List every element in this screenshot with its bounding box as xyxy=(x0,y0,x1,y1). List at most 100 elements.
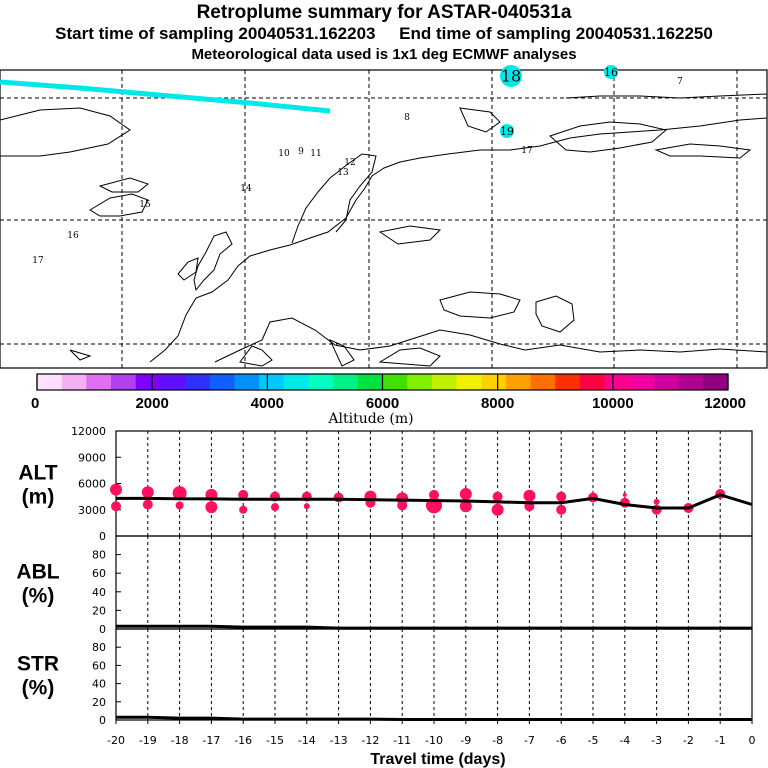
panel-2-ylabel-unit: (%) xyxy=(22,677,55,700)
colorbar-swatch-9 xyxy=(259,374,285,390)
x-tick-label-10: -10 xyxy=(425,734,443,747)
panel-1-ylabel: ABL xyxy=(16,561,59,584)
chart-title: Retroplume summary for ASTAR-040531a xyxy=(196,2,572,23)
colorbar-swatch-21 xyxy=(555,374,581,390)
x-tick-label-8: -12 xyxy=(361,734,379,747)
x-axis-label: Travel time (days) xyxy=(370,751,505,768)
panel-0-marker-0 xyxy=(110,483,122,496)
panel-0: 0 3000 6000 9000 12000 ALT(m) xyxy=(18,425,753,543)
panel-1-ytick-label-1: 20 xyxy=(92,604,106,617)
colorbar-swatch-18 xyxy=(481,374,507,390)
x-tick-label-4: -16 xyxy=(234,734,252,747)
colorbar-swatch-17 xyxy=(456,374,482,390)
panel-0-ylabel: ALT xyxy=(18,462,57,485)
colorbar-swatch-11 xyxy=(308,374,334,390)
colorbar-tick-label-2: 4000 xyxy=(251,395,284,412)
panel-0-marker-25 xyxy=(523,489,536,502)
map-day-label-4: 19 xyxy=(500,125,514,138)
panel-0-series-line xyxy=(116,493,753,510)
colorbar-label: Altitude (m) xyxy=(327,411,413,427)
x-tick-label-20: 0 xyxy=(749,734,756,747)
panel-0-marker-31 xyxy=(622,492,627,497)
colorbar-swatch-3 xyxy=(111,374,137,390)
map-day-label-1: 16 xyxy=(604,66,618,79)
colorbar-tick-label-0: 0 xyxy=(31,395,39,412)
map-frame xyxy=(0,69,768,369)
map-day-label-10: 13 xyxy=(337,168,349,178)
colorbar-swatch-19 xyxy=(505,374,532,390)
colorbar-swatch-4 xyxy=(135,374,161,390)
colorbar-swatch-14 xyxy=(382,374,408,390)
panel-0-marker-22 xyxy=(459,500,472,513)
panel-0-ytick-label-0: 0 xyxy=(99,530,106,543)
panel-0-marker-4 xyxy=(172,486,187,501)
x-tick-label-12: -8 xyxy=(492,734,503,747)
panel-0-marker-13 xyxy=(303,503,310,510)
panel-0-ytick-label-4: 12000 xyxy=(71,425,106,438)
colorbar-swatch-16 xyxy=(431,374,458,390)
panel-0-marker-23 xyxy=(492,491,503,502)
panel-0-marker-18 xyxy=(397,500,408,511)
panel-2: 0 20 40 60 80 STR(%) xyxy=(17,628,753,727)
x-tick-label-1: -19 xyxy=(139,734,157,747)
panel-2-ytick-label-1: 20 xyxy=(92,696,106,709)
colorbar-swatch-13 xyxy=(357,374,383,390)
panel-1-ytick-label-4: 80 xyxy=(92,549,106,562)
sampling-times: Start time of sampling 20040531.162203 E… xyxy=(0,24,768,44)
map-label-blob-1 xyxy=(604,65,618,79)
panel-1-ytick-label-0: 0 xyxy=(99,623,106,636)
colorbar-swatch-2 xyxy=(86,374,112,390)
map-day-label-5: 17 xyxy=(521,146,533,156)
map-day-label-14: 17 xyxy=(32,256,44,266)
panel-0-marker-11 xyxy=(271,503,279,512)
map-gridlines xyxy=(0,70,767,368)
panel-0-marker-2 xyxy=(141,486,154,499)
map-day-label-3: 8 xyxy=(404,113,410,123)
x-tick-label-15: -5 xyxy=(588,734,599,747)
panel-0-marker-7 xyxy=(205,501,218,514)
map-label-blob-0 xyxy=(500,65,522,87)
panel-0-ytick-label-2: 6000 xyxy=(78,478,106,491)
colorbar-tick-label-4: 8000 xyxy=(481,395,514,412)
panel-0-ytick-label-1: 3000 xyxy=(78,504,106,517)
colorbar-swatch-5 xyxy=(160,374,186,390)
colorbar-swatch-23 xyxy=(604,374,630,390)
colorbar-tick-label-6: 12000 xyxy=(704,395,746,412)
panel-0-marker-28 xyxy=(556,504,567,515)
panel-0-marker-14 xyxy=(333,492,344,503)
panel-2-series-line xyxy=(116,715,752,722)
colorbar-swatch-1 xyxy=(61,374,87,390)
coastlines xyxy=(0,93,767,367)
colorbar-swatch-20 xyxy=(530,374,556,390)
x-tick-label-18: -2 xyxy=(683,734,694,747)
panel-0-marker-21 xyxy=(459,488,472,500)
colorbar-swatch-7 xyxy=(209,374,235,390)
x-tick-label-2: -18 xyxy=(171,734,189,747)
panel-0-marker-33 xyxy=(653,498,660,505)
colorbar-swatch-25 xyxy=(653,374,680,390)
map-label-blob-4 xyxy=(500,124,514,138)
panel-0-ytick-label-3: 9000 xyxy=(78,451,106,464)
colorbar-swatch-24 xyxy=(629,374,655,390)
colorbar-swatch-8 xyxy=(234,374,260,390)
met-data-label: Meteorological data used is 1x1 deg ECMW… xyxy=(191,46,577,63)
x-tick-label-9: -11 xyxy=(393,734,411,747)
panel-0-marker-19 xyxy=(429,489,439,500)
x-tick-label-11: -9 xyxy=(460,734,471,747)
colorbar-swatch-12 xyxy=(333,374,359,390)
panel-1-ytick-label-2: 40 xyxy=(92,586,106,599)
x-tick-label-14: -6 xyxy=(556,734,567,747)
panel-1-ylabel-unit: (%) xyxy=(22,585,55,608)
panel-2-ytick-label-0: 0 xyxy=(99,714,106,727)
plume-track xyxy=(0,79,331,114)
panels: 030006000900012000ALT(m)020406080ABL(%)0… xyxy=(16,425,755,768)
panel-0-marker-1 xyxy=(111,501,121,512)
colorbar-swatch-26 xyxy=(678,374,704,390)
altitude-colorbar: 0 2000 4000 6000 8000 10000 12000 Altitude (m) xyxy=(31,373,746,427)
colorbar-swatch-22 xyxy=(579,374,606,390)
panel-2-ytick-label-3: 60 xyxy=(92,659,106,672)
map-day-label-8: 11 xyxy=(310,149,321,159)
start-time-label: Start time of sampling 20040531.162203 xyxy=(55,24,376,43)
